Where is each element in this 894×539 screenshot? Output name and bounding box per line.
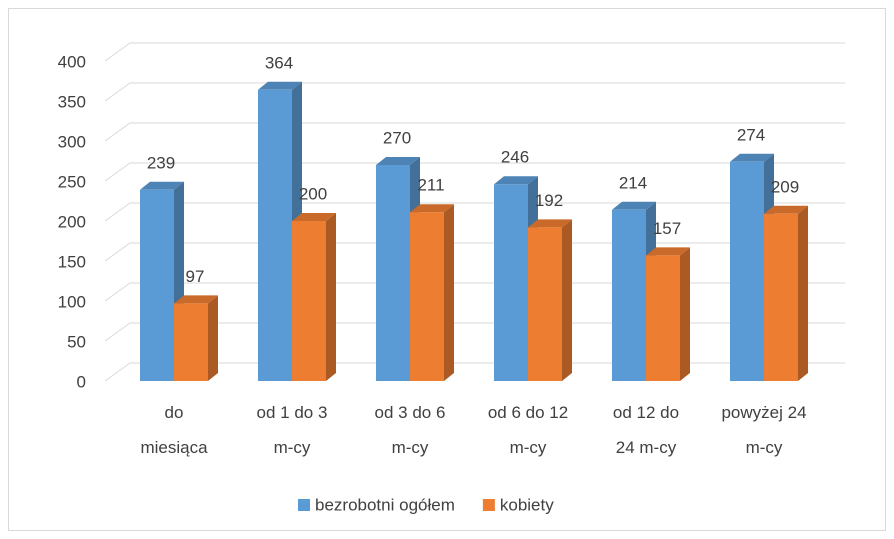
y-tick-label: 0: [77, 372, 86, 391]
bar-face: [174, 295, 218, 304]
legend-swatch: [482, 499, 495, 511]
x-tick-label: od 3 do 6 m-cy: [374, 403, 446, 457]
bar-face: [326, 213, 336, 381]
bar-face: [208, 295, 218, 381]
grid-line-depth: [104, 322, 131, 342]
y-tick-label: 150: [58, 252, 86, 271]
bar-face: [764, 213, 798, 381]
x-tick-label: powyżej 24 m-cy: [721, 403, 807, 457]
x-tick-label: od 6 do 12 m-cy: [487, 403, 569, 457]
bar-face: [612, 209, 646, 381]
bar-face: [730, 153, 774, 162]
y-tick-label: 350: [58, 92, 86, 111]
y-tick-label: 400: [58, 52, 86, 71]
bar-face: [258, 81, 302, 90]
legend-label: bezrobotni ogółem: [315, 495, 455, 514]
data-label: 157: [653, 219, 681, 238]
y-tick-label: 300: [58, 132, 86, 151]
data-label: 192: [535, 191, 563, 210]
grid-line-depth: [104, 42, 131, 62]
data-label: 97: [186, 267, 205, 286]
data-label: 200: [299, 184, 327, 203]
grid-line-depth: [104, 82, 131, 102]
x-tick-label: do miesiąca: [140, 403, 208, 457]
grid-line-depth: [104, 242, 131, 262]
bar-face: [376, 165, 410, 381]
grid-line-depth: [104, 282, 131, 302]
bar-face: [494, 184, 528, 381]
data-label: 214: [619, 173, 647, 192]
bar: [528, 219, 572, 381]
bar-face: [764, 205, 808, 214]
x-tick-label: od 12 do 24 m-cy: [612, 403, 680, 457]
data-label: 274: [737, 125, 765, 144]
bar-face: [292, 221, 326, 381]
bar-face: [646, 255, 680, 381]
bar-face: [528, 219, 572, 228]
data-label: 270: [383, 128, 411, 147]
bar: [140, 181, 184, 381]
bar: [410, 204, 454, 381]
bar-face: [174, 303, 208, 381]
y-tick-label: 100: [58, 292, 86, 311]
bar-face: [410, 204, 454, 213]
data-label: 211: [417, 176, 444, 195]
grid-line-depth: [104, 202, 131, 222]
data-label: 239: [147, 153, 175, 172]
bar-face: [798, 205, 808, 381]
grid-line-depth: [104, 122, 131, 142]
bar-face: [258, 89, 292, 382]
legend-label: kobiety: [500, 495, 554, 514]
y-tick-label: 200: [58, 212, 86, 231]
bar-face: [444, 204, 454, 381]
bar: [646, 247, 690, 381]
data-label: 246: [501, 148, 529, 167]
bar: [174, 295, 218, 381]
grid-line-depth: [104, 162, 131, 182]
bar: [292, 213, 336, 381]
bar-face: [494, 176, 538, 185]
bar-face: [140, 181, 184, 190]
bar-face: [528, 227, 562, 381]
x-tick-label: od 1 do 3 m-cy: [256, 403, 328, 457]
bar-face: [646, 247, 690, 256]
data-label: 209: [771, 177, 799, 196]
data-label: 364: [265, 53, 293, 72]
bar-face: [612, 201, 656, 210]
grid-line-depth: [104, 362, 131, 382]
bar-face: [562, 219, 572, 381]
bar-face: [376, 157, 420, 165]
chart-border: [8, 8, 886, 531]
bar-face: [140, 189, 174, 381]
y-tick-label: 250: [58, 172, 86, 191]
bar: [764, 205, 808, 381]
bar-face: [730, 161, 764, 381]
bar-face: [680, 247, 690, 381]
bar-face: [292, 213, 336, 221]
y-tick-label: 50: [67, 332, 86, 351]
bar-face: [410, 212, 444, 381]
legend-swatch: [298, 499, 310, 511]
